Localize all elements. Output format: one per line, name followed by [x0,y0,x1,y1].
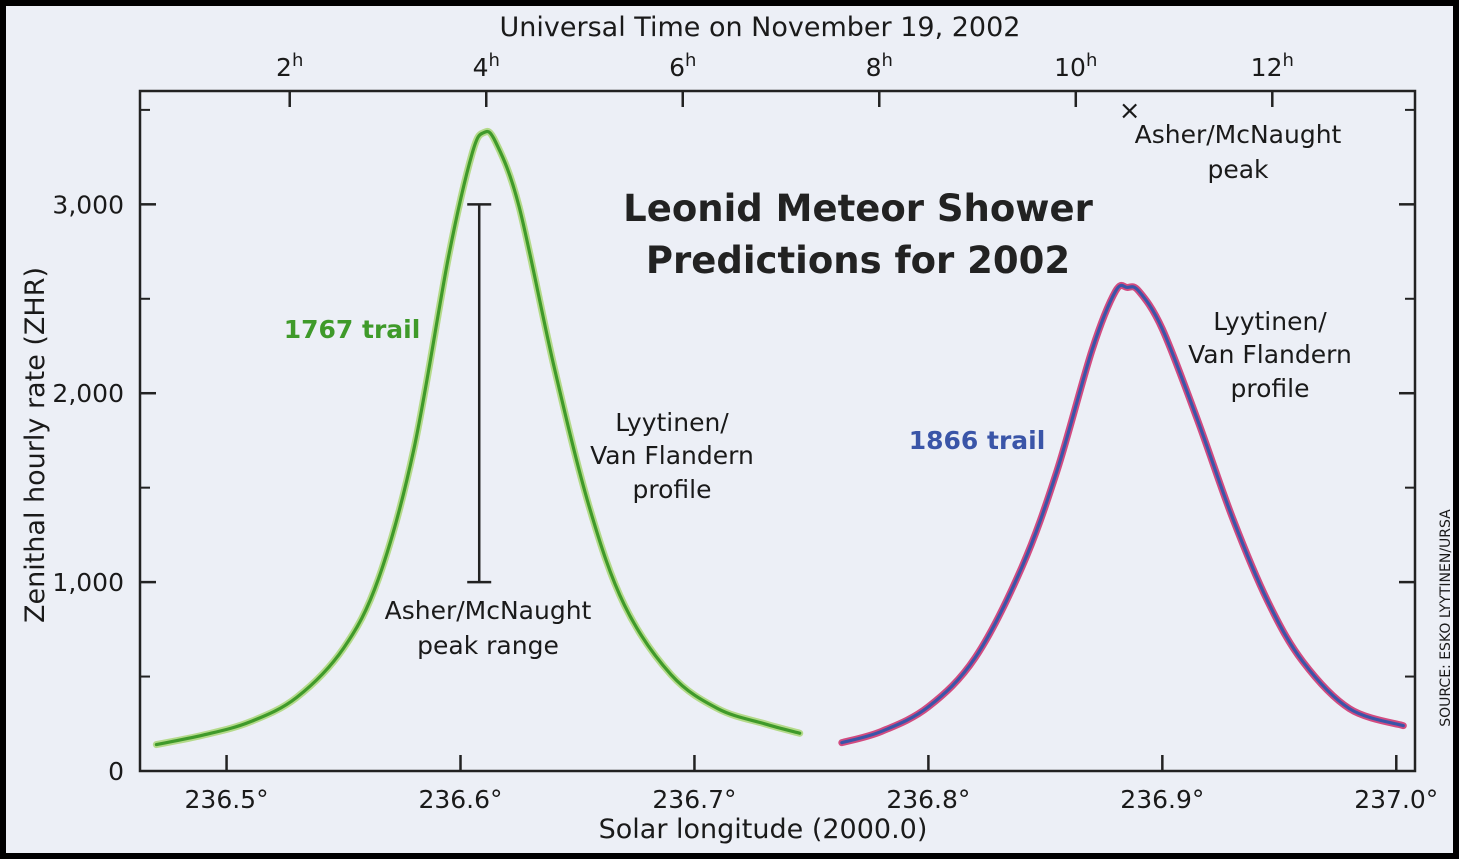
annotation-layer: × [467,96,1141,584]
x-tick-label-4: 236.9° [1120,785,1204,814]
series-0-point-5 [378,578,379,579]
top-tick-hour-0: 2 [276,53,292,82]
series-0-point-10 [495,142,496,143]
top-tick-hour-3: 8 [866,53,882,82]
series-1-point-7 [1115,291,1116,292]
series-0-point-11 [518,206,519,207]
profile-1866-line-2: Van Flandern [1188,340,1352,369]
top-tick-hour-2: 6 [669,53,685,82]
series-label-1866-trail: 1866 trail [909,426,1046,455]
series-layer [152,127,1407,749]
series-0-point-15 [671,674,672,675]
x-tick-label-1: 236.6° [418,785,502,814]
series-1-point-1 [881,731,882,732]
series-1-point-5 [1057,470,1058,471]
series-1-point-2 [928,706,929,707]
series-0-point-8 [472,153,473,154]
profile-1866-line-3: profile [1231,374,1310,403]
series-0-point-0 [156,744,157,745]
x-axis-label: Solar longitude (2000.0) [599,814,928,845]
top-tick-hour-4: 10 [1054,53,1086,82]
series-1-point-14 [1302,661,1303,662]
series-label-1767-trail: 1767 trail [284,315,421,344]
peak-range-label-line-1: Asher/McNaught [385,596,592,625]
top-axis-label: Universal Time on November 19, 2002 [500,12,1021,43]
peak-label-line-2: peak [1207,155,1269,184]
y-tick-label-0: 0 [108,757,124,786]
x-tick-label-5: 237.0° [1354,785,1438,814]
x-tick-label-0: 236.5° [185,785,269,814]
plot-frame [138,89,1417,773]
series-1-point-0 [841,742,842,743]
series-0-point-9 [483,132,484,133]
series-0-point-17 [764,723,765,724]
top-tick-label-3: 8h [866,50,893,82]
series-1-point-12 [1232,517,1233,518]
series-1-point-13 [1267,601,1268,602]
series-1-point-8 [1127,287,1128,288]
top-tick-sup-4: h [1086,50,1097,71]
series-0-point-13 [589,506,590,507]
series-1-point-16 [1403,725,1404,726]
profile-1767-line-1: Lyytinen/ [615,408,729,437]
series-1-point-10 [1162,329,1163,330]
profile-1866-line-1: Lyytinen/ [1213,307,1327,336]
series-1-point-6 [1092,349,1093,350]
series-1-point-3 [975,657,976,658]
x-tick-label-3: 236.8° [886,785,970,814]
series-0-point-6 [413,449,414,450]
chart-title-line-1: Leonid Meteor Shower [623,187,1093,230]
series-0-point-1 [203,735,204,736]
top-tick-label-2: 6h [669,50,696,82]
top-tick-sup-0: h [292,50,303,71]
series-0-point-14 [624,604,625,605]
series-0-line [154,129,802,747]
top-tick-label-1: 4h [473,50,500,82]
top-tick-label-5: 12h [1251,50,1294,82]
series-0-point-12 [554,366,555,367]
chart-title-line-2: Predictions for 2002 [646,239,1070,282]
source-credit: SOURCE: ESKO LYYTINEN/URSA [1438,509,1454,727]
series-0-point-2 [249,721,250,722]
peak-marker: × [1119,96,1141,126]
profile-1767-line-2: Van Flandern [590,441,754,470]
profile-1767-line-3: profile [633,475,712,504]
y-axis-label: Zenithal hourly rate (ZHR) [20,267,51,623]
plot-frame-layer [138,89,1417,773]
y-tick-label-2: 2,000 [52,379,124,408]
series-0-point-7 [448,255,449,256]
y-tick-label-1: 1,000 [52,568,124,597]
series-0-point-4 [343,648,344,649]
peak-range-label-line-2: peak range [417,631,559,660]
series-1-point-11 [1197,419,1198,420]
top-tick-sup-1: h [488,50,499,71]
top-tick-hour-1: 4 [473,53,489,82]
top-tick-sup-5: h [1282,50,1293,71]
top-tick-sup-2: h [685,50,696,71]
top-tick-label-0: 2h [276,50,303,82]
x-tick-label-2: 236.7° [652,785,736,814]
ticks-layer: 236.5° 236.6° 236.7° 236.8° 236.9° 237.0°2h 4h… [52,50,1438,814]
top-tick-sup-3: h [882,50,893,71]
series-1-point-15 [1349,708,1350,709]
series-0-point-18 [799,733,800,734]
series-1-point-4 [1021,567,1022,568]
y-tick-label-3: 3,000 [52,190,124,219]
text-layer: Universal Time on November 19, 2002 Sola… [20,12,1454,845]
series-0-point-3 [296,697,297,698]
top-tick-label-4: 10h [1054,50,1097,82]
series-1-line [840,283,1405,745]
series-1-point-9 [1138,291,1139,292]
peak-label-line-1: Asher/McNaught [1135,120,1342,149]
top-tick-hour-5: 12 [1251,53,1283,82]
series-0-point-16 [717,708,718,709]
